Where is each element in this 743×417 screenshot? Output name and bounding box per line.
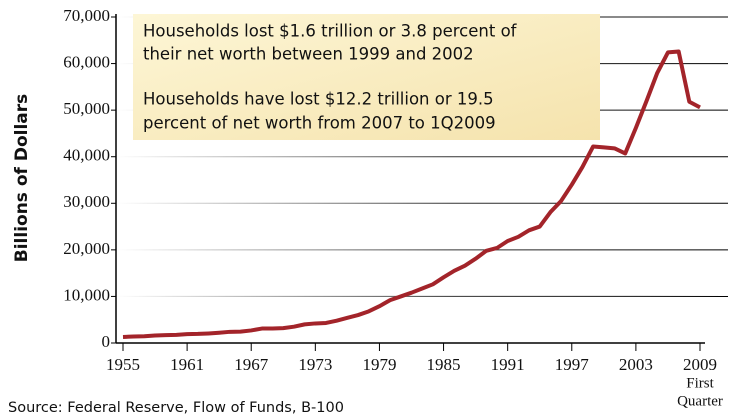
annotation-box [133,14,600,140]
y-tick-label: 70,000 [63,6,110,25]
x-tick-label: 1961 [170,355,204,374]
y-tick-label: 20,000 [63,239,110,258]
y-tick-label: 60,000 [63,52,110,71]
annotation: Households lost $1.6 trillion or 3.8 per… [143,22,518,41]
x-tick-label: 1955 [106,355,140,374]
x-tick-label: 1991 [491,355,525,374]
y-tick-label: 50,000 [63,99,110,118]
annotation: Households have lost $12.2 trillion or 1… [143,90,494,109]
x-tick-label: 1973 [298,355,332,374]
x-tick-label: 1997 [555,355,590,374]
y-tick-label: 40,000 [63,146,110,165]
annotation: their net worth between 1999 and 2002 [143,45,474,64]
x-tick-label: 1967 [234,355,269,374]
y-tick-label: 10,000 [63,285,110,304]
annotation: percent of net worth from 2007 to 1Q2009 [143,114,496,133]
source: Source: Federal Reserve, Flow of Funds, … [8,400,344,416]
y-tick-label: 0 [102,332,111,351]
x-tick-label: 2003 [619,355,653,374]
x-tick-label: 1985 [427,355,461,374]
y-tick-label: 30,000 [63,192,110,211]
line-series [122,49,701,339]
x-tick-label: 2009 [683,355,717,374]
x-tick-label: 1979 [362,355,396,374]
y-axis-label: Billions of Dollars [12,94,32,263]
x-note: First [686,375,714,391]
x-note: Quarter [677,393,723,409]
